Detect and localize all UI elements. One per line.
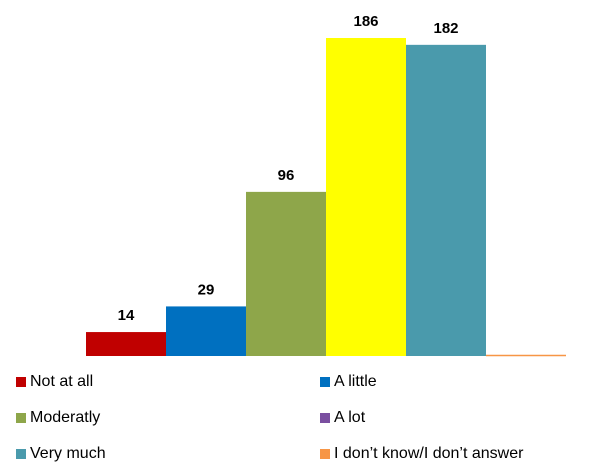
legend-item-very-much: Very much: [16, 442, 106, 466]
data-label-4: 182: [433, 20, 458, 37]
legend-swatch: [320, 377, 330, 387]
legend-swatch: [16, 449, 26, 459]
legend-label: Moderatly: [30, 409, 101, 426]
legend-item-a-little: A little: [320, 370, 377, 394]
data-label-0: 14: [118, 307, 135, 324]
data-label-3: 186: [353, 13, 378, 30]
legend-label: Very much: [30, 445, 106, 462]
bar-chart: 14 29 96 186 182: [86, 13, 566, 357]
bar-1: [166, 306, 246, 356]
bar-3: [326, 38, 406, 356]
legend-swatch: [16, 413, 26, 423]
legend-item-moderatly: Moderatly: [16, 406, 100, 430]
legend-swatch: [320, 413, 330, 423]
bar-2: [246, 191, 326, 356]
data-label-2: 96: [278, 167, 295, 184]
legend-item-not-at-all: Not at all: [16, 370, 93, 394]
legend-label: A little: [334, 373, 377, 390]
legend-item-dont-know: I don’t know/I don’t answer: [320, 442, 523, 466]
bar-0: [86, 332, 166, 356]
legend-label: Not at all: [30, 373, 94, 390]
bar-4: [406, 44, 486, 356]
legend-item-a-lot: A lot: [320, 406, 365, 430]
legend-swatch: [320, 449, 330, 459]
legend-label: I don’t know/I don’t answer: [334, 445, 524, 462]
legend-label: A lot: [334, 409, 366, 426]
chart-legend: Not at all A little Moderatly A lot Very…: [0, 370, 610, 471]
legend-swatch: [16, 377, 26, 387]
data-label-1: 29: [198, 281, 215, 298]
